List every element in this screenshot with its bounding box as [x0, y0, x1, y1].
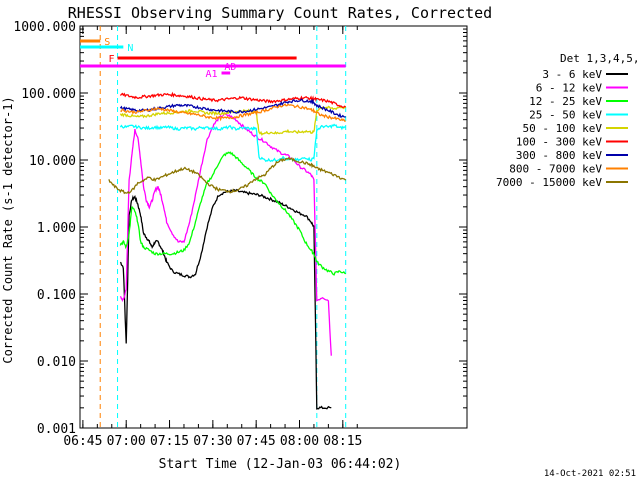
legend-label: 7000 - 15000 keV	[496, 176, 602, 189]
series-line-5	[119, 91, 347, 109]
y-tick-label: 1000.000	[13, 20, 76, 35]
x-tick-label: 08:00	[280, 434, 319, 449]
legend-title: Det 1,3,4,5,6,9	[560, 52, 640, 65]
legend-label: 800 - 7000 keV	[509, 163, 602, 176]
state-bar-label: N	[127, 43, 133, 54]
legend-label: 12 - 25 keV	[529, 95, 602, 108]
y-tick-label: 1.000	[37, 221, 76, 236]
x-tick-label: 07:00	[107, 434, 146, 449]
legend-label: 3 - 6 keV	[542, 68, 602, 81]
series-line-4	[119, 105, 347, 136]
legend-label: 25 - 50 keV	[529, 109, 602, 122]
series-line-8	[108, 156, 347, 195]
state-bar-label: F	[109, 54, 115, 65]
x-tick-label: 06:45	[63, 434, 102, 449]
x-tick-label: 07:15	[150, 434, 189, 449]
series-line-1	[119, 112, 332, 356]
series-line-2	[119, 151, 347, 276]
y-tick-label: 0.001	[37, 422, 76, 437]
series-line-7	[120, 103, 346, 122]
plot-area: 1000.000 100.000 10.000 1.000 0.100 0.010 0.00…	[13, 20, 628, 449]
legend-label: 300 - 800 keV	[516, 149, 602, 162]
y-tick-label: 0.010	[37, 355, 76, 370]
x-tick-label: 08:15	[323, 434, 362, 449]
legend-label: 6 - 12 keV	[536, 82, 603, 95]
series-line-3	[119, 123, 346, 163]
y-axis-label: Corrected Count Rate (s-1 detector-1)	[1, 96, 15, 363]
legend-label: 100 - 300 keV	[516, 136, 602, 149]
state-bar-label: AD	[224, 62, 236, 73]
x-axis-label: Start Time (12-Jan-03 06:44:02)	[159, 457, 402, 472]
state-bar-label: A1	[205, 69, 217, 80]
footer-timestamp: 14-Oct-2021 02:51	[544, 469, 636, 479]
x-tick-label: 07:45	[237, 434, 276, 449]
x-tick-label: 07:30	[193, 434, 232, 449]
series-line-0	[119, 188, 332, 410]
state-bar-label: S	[104, 37, 110, 48]
chart-title: RHESSI Observing Summary Count Rates, Co…	[68, 4, 492, 22]
y-tick-label: 0.100	[37, 288, 76, 303]
y-tick-label: 10.000	[29, 154, 76, 169]
legend-label: 50 - 100 keV	[523, 122, 603, 135]
y-tick-label: 100.000	[21, 87, 76, 102]
